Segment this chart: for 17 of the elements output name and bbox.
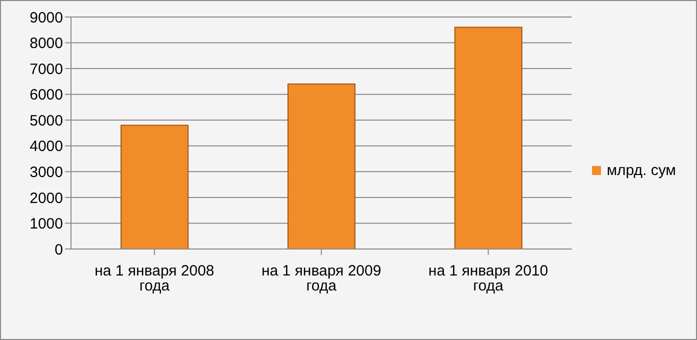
- y-tick-label: 5000: [30, 112, 63, 130]
- legend-label: млрд. сум: [606, 162, 676, 178]
- x-tick-label: на 1 января 2009 года: [262, 262, 382, 295]
- y-tick-label: 8000: [30, 35, 63, 52]
- x-tick-label: на 1 января 2008 года: [94, 262, 214, 295]
- y-tick-label: 3000: [30, 164, 63, 181]
- y-tick-label: 9000: [30, 9, 63, 26]
- x-tick-label: на 1 января 2010 года: [428, 262, 548, 295]
- y-tick-label: 1000: [30, 216, 63, 233]
- bar: [454, 26, 522, 249]
- y-tick-label: 2000: [30, 190, 63, 207]
- y-tick-label: 6000: [30, 86, 63, 104]
- y-tick-label: 0: [54, 241, 63, 258]
- bar: [287, 84, 356, 249]
- y-tick-label: 7000: [30, 60, 63, 78]
- bar: [120, 124, 189, 249]
- y-tick-label: 4000: [30, 138, 63, 156]
